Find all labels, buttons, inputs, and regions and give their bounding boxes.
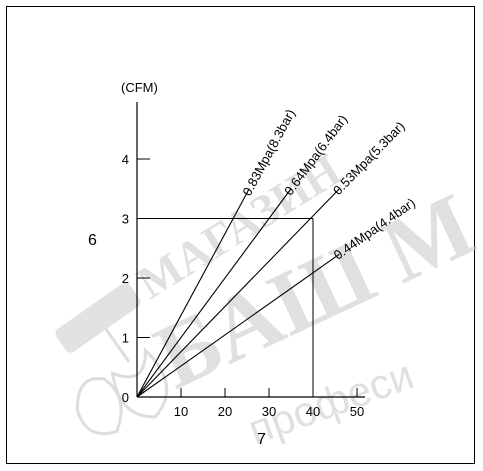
reference-lines bbox=[137, 218, 314, 397]
x-tick-label: 30 bbox=[262, 404, 276, 419]
series-line-2 bbox=[136, 188, 292, 398]
chart-frame bbox=[6, 6, 475, 464]
x-tick-label: 40 bbox=[306, 404, 320, 419]
y-tick-label: 0 bbox=[122, 390, 129, 405]
x-tick-label: 20 bbox=[218, 404, 232, 419]
y-tick-label: 1 bbox=[122, 331, 129, 346]
y-callout: 6 bbox=[88, 232, 97, 249]
y-tick-label: 2 bbox=[122, 271, 129, 286]
x-tick-label: 50 bbox=[350, 404, 364, 419]
y-tick-label: 4 bbox=[122, 152, 129, 167]
series-line-1 bbox=[136, 188, 250, 398]
x-tick-label: 10 bbox=[174, 404, 188, 419]
paint-roller-icon bbox=[55, 282, 169, 436]
series-line-4 bbox=[136, 253, 340, 398]
x-ticks: 10 20 30 40 50 bbox=[174, 388, 364, 419]
y-unit-label: (CFM) bbox=[121, 80, 158, 95]
y-tick-label: 3 bbox=[122, 212, 129, 227]
series-line-3 bbox=[136, 188, 340, 398]
x-callout: 7 bbox=[257, 431, 266, 448]
